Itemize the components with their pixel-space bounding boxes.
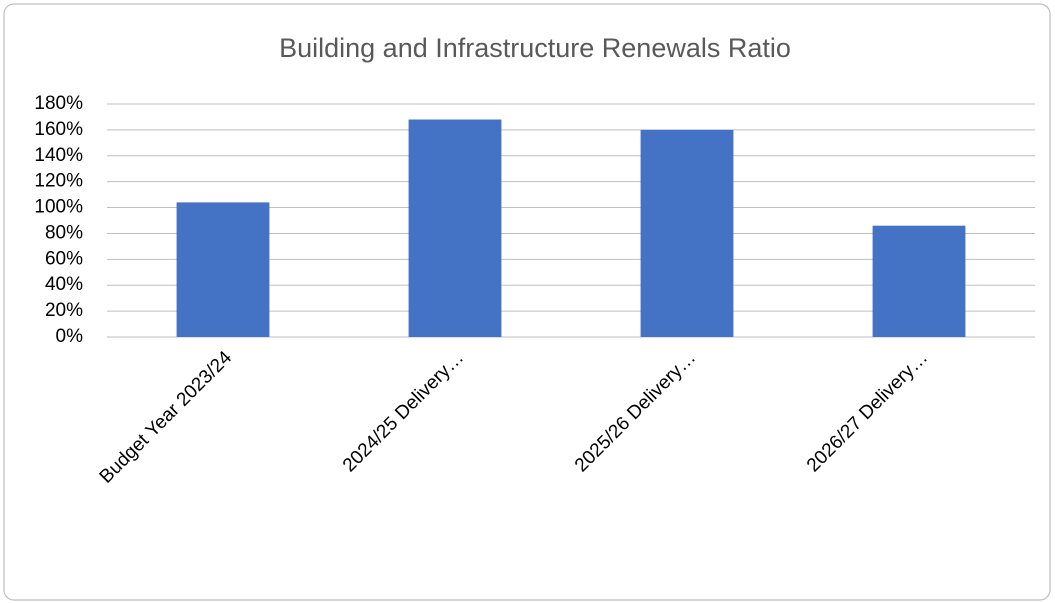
y-tick-label: 120%: [34, 171, 83, 192]
bar: [176, 202, 270, 337]
y-tick-label: 100%: [34, 197, 83, 218]
y-tick-label: 60%: [45, 248, 83, 269]
bar: [640, 129, 734, 337]
y-tick-label: 160%: [34, 119, 83, 140]
chart-frame: [3, 3, 1051, 601]
y-tick-label: 80%: [45, 222, 83, 243]
y-tick-label: 140%: [34, 145, 83, 166]
bar: [408, 119, 502, 338]
bar: [872, 225, 966, 337]
chart-title: Building and Infrastructure Renewals Rat…: [279, 33, 791, 63]
y-tick-label: 40%: [45, 274, 83, 295]
y-tick-label: 180%: [34, 93, 83, 114]
y-tick-label: 0%: [56, 326, 84, 347]
y-tick-label: 20%: [45, 300, 83, 321]
